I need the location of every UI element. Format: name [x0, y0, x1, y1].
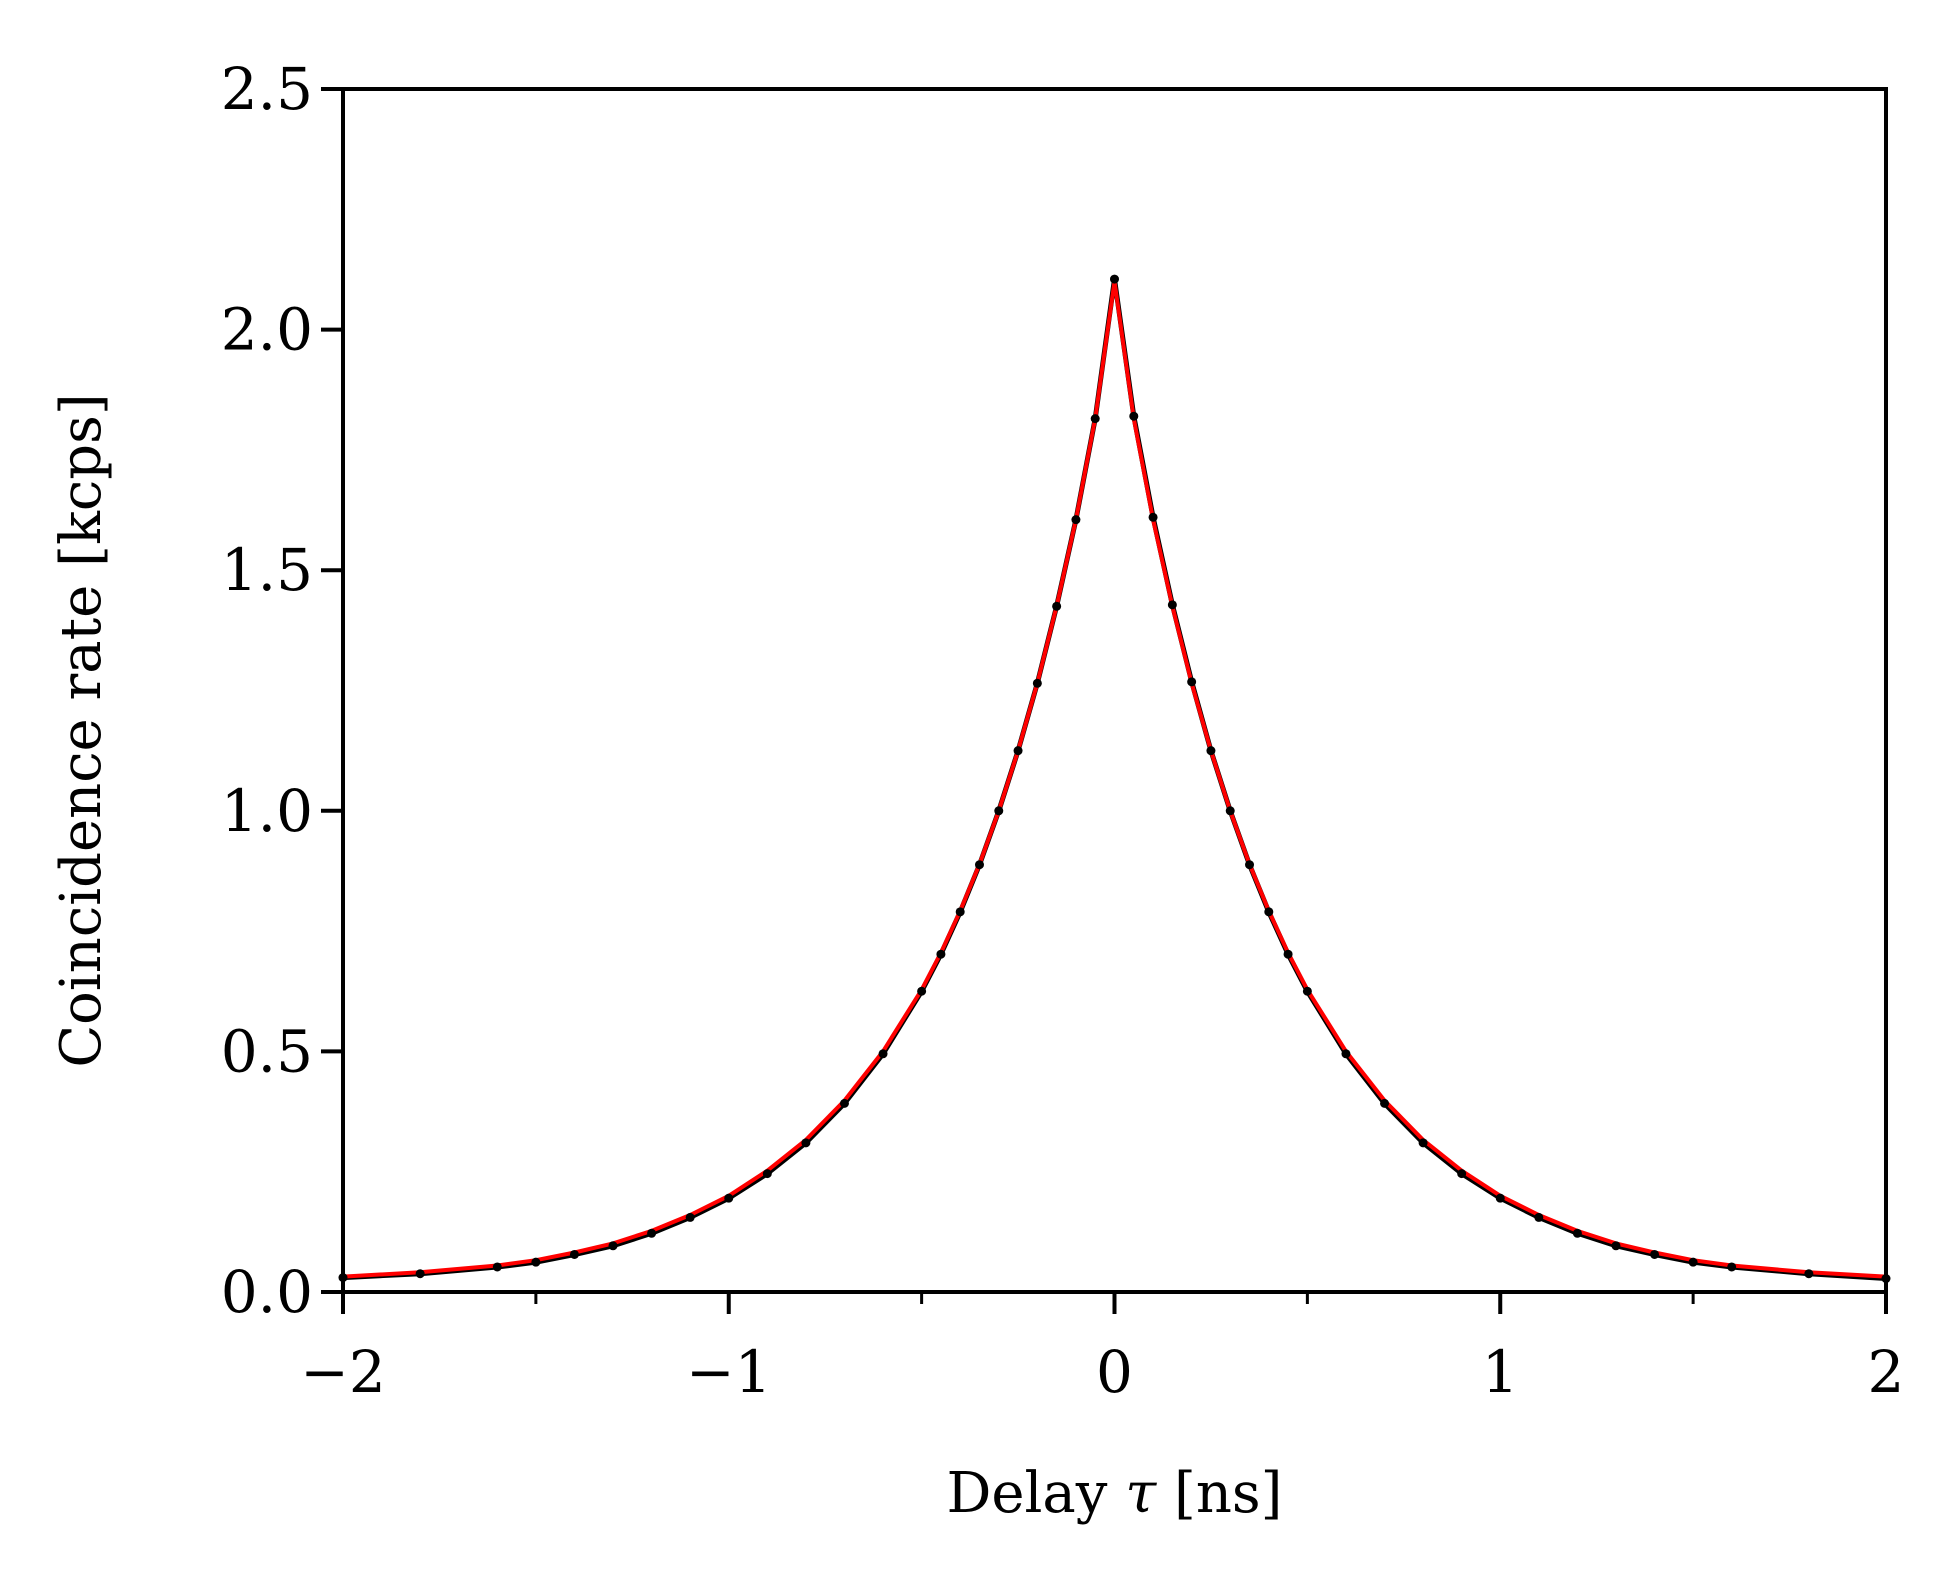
plot-frame [341, 87, 1888, 1294]
measured-point [1650, 1249, 1660, 1259]
measured-point [994, 806, 1004, 816]
measured-point [1534, 1212, 1544, 1222]
measured-point [492, 1262, 502, 1272]
y-tick-label: 1.5 [221, 536, 313, 604]
measured-point [415, 1269, 425, 1279]
measured-point [1688, 1257, 1698, 1267]
x-axis-title-symbol: τ [1125, 1461, 1157, 1526]
measured-point [1245, 860, 1255, 870]
measured-point [1032, 678, 1042, 688]
y-axis-title: Coincidence rate [kcps] [49, 393, 114, 1067]
measured-point [1129, 411, 1139, 421]
measured-point [1225, 806, 1235, 816]
measured-point [685, 1212, 695, 1222]
y-tick-label: 0.5 [221, 1017, 313, 1085]
measured-point [1283, 949, 1293, 959]
measured-point [1495, 1193, 1505, 1203]
x-tick-label: −2 [300, 1338, 386, 1406]
measured-point [1418, 1138, 1428, 1148]
measured-point [531, 1257, 541, 1267]
measured-point [1457, 1169, 1467, 1179]
measured-point [801, 1138, 811, 1148]
measured-point [1264, 907, 1274, 917]
major-ticks [321, 87, 1888, 1314]
measured-point [1611, 1241, 1621, 1251]
y-tick-label: 2.5 [221, 55, 313, 123]
x-tick-label: 0 [1096, 1338, 1133, 1406]
y-tick-label: 1.0 [221, 777, 313, 845]
measured-point [936, 949, 946, 959]
measured-point [839, 1098, 849, 1108]
y-tick-label: 0.0 [221, 1258, 313, 1326]
measured-point [1302, 986, 1312, 996]
x-tick-label: 1 [1482, 1338, 1519, 1406]
measured-point [608, 1241, 618, 1251]
measured-point [1727, 1262, 1737, 1272]
measured-point [762, 1169, 772, 1179]
measured-point [1148, 512, 1158, 522]
measured-point [1013, 746, 1023, 756]
measured-point [1071, 515, 1081, 525]
measured-point [878, 1049, 888, 1059]
y-tick-label: 2.0 [221, 296, 313, 364]
tick-labels: −2 −1 0 1 2 0.0 0.5 1.0 1.5 2.0 2.5 [221, 55, 1905, 1406]
measured-point [1206, 746, 1216, 756]
measured-point [724, 1193, 734, 1203]
x-tick-label: 2 [1868, 1338, 1905, 1406]
measured-point [647, 1228, 657, 1238]
measured-point [1052, 601, 1062, 611]
measured-point [1341, 1049, 1351, 1059]
measured-point [917, 986, 927, 996]
measured-point [569, 1249, 579, 1259]
plot-series [338, 274, 1891, 1284]
x-axis-title-prefix: Delay [946, 1461, 1125, 1526]
measured-point [1110, 274, 1119, 284]
measured-point [974, 860, 984, 870]
measured-point [1167, 600, 1177, 610]
measured-point [1090, 414, 1100, 424]
measured-point [1804, 1269, 1814, 1279]
x-tick-label: −1 [686, 1338, 772, 1406]
x-axis-title-suffix: [ns] [1156, 1461, 1282, 1526]
measured-point [1380, 1098, 1390, 1108]
x-axis-title: Delay τ [ns] [946, 1461, 1282, 1526]
measured-point [955, 907, 965, 917]
measured-point [1187, 677, 1197, 687]
measured-point [1572, 1228, 1582, 1238]
